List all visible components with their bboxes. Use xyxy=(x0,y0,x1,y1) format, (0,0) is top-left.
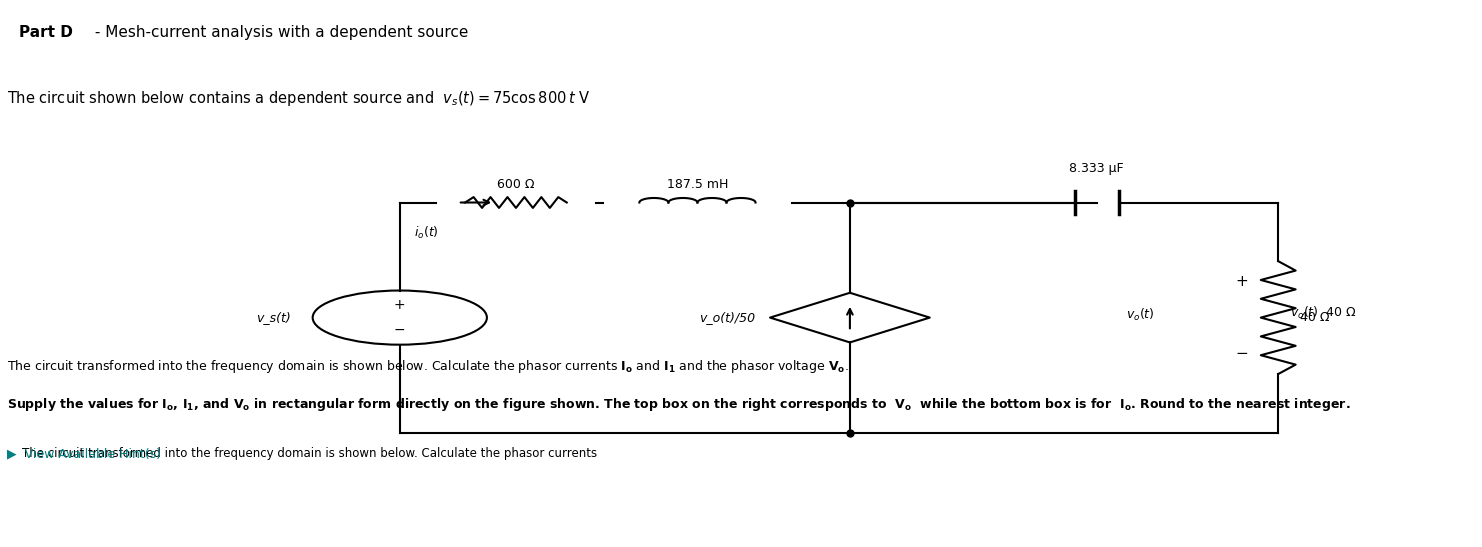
Text: 40 Ω: 40 Ω xyxy=(1300,311,1329,324)
Text: Part D: Part D xyxy=(19,25,73,40)
Text: - Mesh-current analysis with a dependent source: - Mesh-current analysis with a dependent… xyxy=(90,25,468,40)
Text: $i_o(t)$: $i_o(t)$ xyxy=(415,225,439,241)
Text: 187.5 mH: 187.5 mH xyxy=(667,178,728,191)
Text: +: + xyxy=(1236,274,1248,289)
Text: −: − xyxy=(1236,346,1248,361)
Text: The circuit transformed into the frequency domain is shown below. Calculate the : The circuit transformed into the frequen… xyxy=(7,358,849,375)
Text: $v_o(t)$  40 Ω: $v_o(t)$ 40 Ω xyxy=(1289,305,1356,321)
Text: ▶  View Available Hint(s): ▶ View Available Hint(s) xyxy=(7,447,162,461)
Text: 8.333 μF: 8.333 μF xyxy=(1070,162,1123,176)
Text: v_o(t)/50: v_o(t)/50 xyxy=(700,311,756,324)
Text: The circuit transformed into the frequency domain is shown below. Calculate the : The circuit transformed into the frequen… xyxy=(22,446,605,459)
Text: −: − xyxy=(394,323,406,337)
Text: +: + xyxy=(394,299,406,312)
Text: The circuit shown below contains a dependent source and  $v_s(t) = 75\cos 800\, : The circuit shown below contains a depen… xyxy=(7,89,591,108)
Text: v_s(t): v_s(t) xyxy=(256,311,290,324)
Text: 600 Ω: 600 Ω xyxy=(496,178,535,191)
Text: $v_o(t)$: $v_o(t)$ xyxy=(1126,307,1154,323)
Text: Supply the values for $\mathbf{I_o}$, $\mathbf{I_1}$, and $\mathbf{V_o}$ in rect: Supply the values for $\mathbf{I_o}$, $\… xyxy=(7,396,1352,414)
